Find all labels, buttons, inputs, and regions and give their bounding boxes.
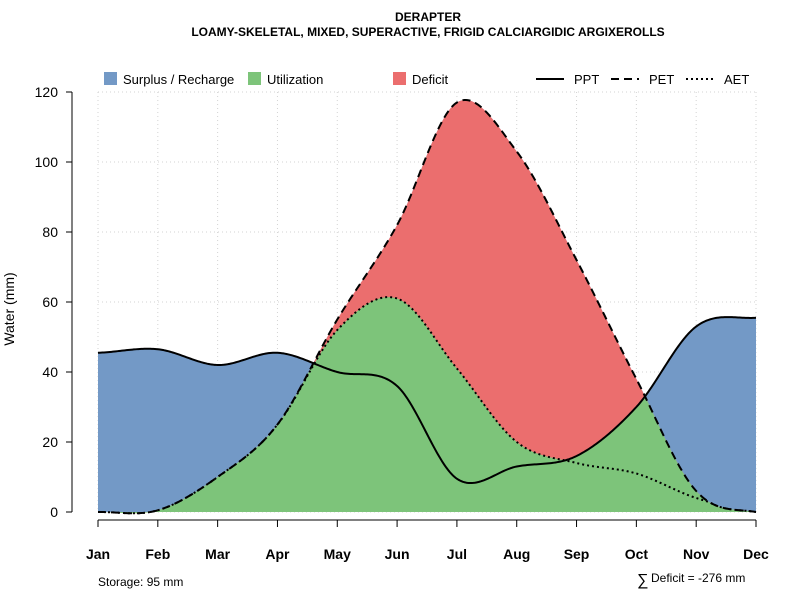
- legend-surplus-swatch: [104, 72, 117, 85]
- legend-aet-label: AET: [724, 72, 749, 87]
- utilization-area: [98, 297, 756, 514]
- area-fills: [98, 99, 756, 514]
- chart-subtitle: LOAMY-SKELETAL, MIXED, SUPERACTIVE, FRIG…: [191, 25, 664, 39]
- x-tick-label: Mar: [205, 546, 230, 562]
- x-tick-label: Jan: [86, 546, 110, 562]
- legend-pet-label: PET: [649, 72, 674, 87]
- x-tick-label: Sep: [564, 546, 590, 562]
- axes: 0 20 40 60 80 100 120 Jan Feb Mar Apr May Jun Jul Aug S…: [35, 84, 769, 562]
- y-axis-label: Water (mm): [1, 272, 17, 345]
- y-tick-label: 100: [35, 154, 59, 170]
- legend-utilization-swatch: [248, 72, 261, 85]
- legend-deficit-swatch: [393, 72, 406, 85]
- legend-ppt-label: PPT: [574, 72, 599, 87]
- series-lines: [97, 98, 757, 515]
- legend-utilization-label: Utilization: [267, 72, 323, 87]
- x-tick-label: Apr: [265, 546, 290, 562]
- y-tick-label: 20: [42, 434, 58, 450]
- x-tick-label: Feb: [145, 546, 170, 562]
- storage-annotation: Storage: 95 mm: [98, 575, 183, 589]
- x-tick-label: Jul: [447, 546, 467, 562]
- x-tick-label: May: [324, 546, 351, 562]
- chart-title: DERAPTER: [395, 10, 461, 24]
- series-line-aet: [97, 296, 757, 515]
- y-tick-label: 120: [35, 84, 59, 100]
- series-line-pet: [97, 98, 757, 515]
- y-tick-label: 0: [50, 504, 58, 520]
- deficit-annotation: Deficit = -276 mm: [651, 571, 745, 585]
- y-tick-label: 80: [42, 224, 58, 240]
- legend-surplus-label: Surplus / Recharge: [123, 72, 234, 87]
- legend-deficit-label: Deficit: [412, 72, 449, 87]
- x-tick-label: Jun: [385, 546, 410, 562]
- x-tick-label: Dec: [743, 546, 769, 562]
- y-tick-label: 60: [42, 294, 58, 310]
- x-tick-label: Oct: [625, 546, 649, 562]
- y-tick-label: 40: [42, 364, 58, 380]
- sum-symbol: ∑: [637, 572, 648, 589]
- deficit-area: [98, 99, 756, 514]
- legend: Surplus / Recharge Utilization Deficit PPT P…: [104, 72, 749, 87]
- x-tick-label: Nov: [683, 546, 710, 562]
- x-tick-label: Aug: [503, 546, 530, 562]
- series-line-ppt: [97, 316, 757, 485]
